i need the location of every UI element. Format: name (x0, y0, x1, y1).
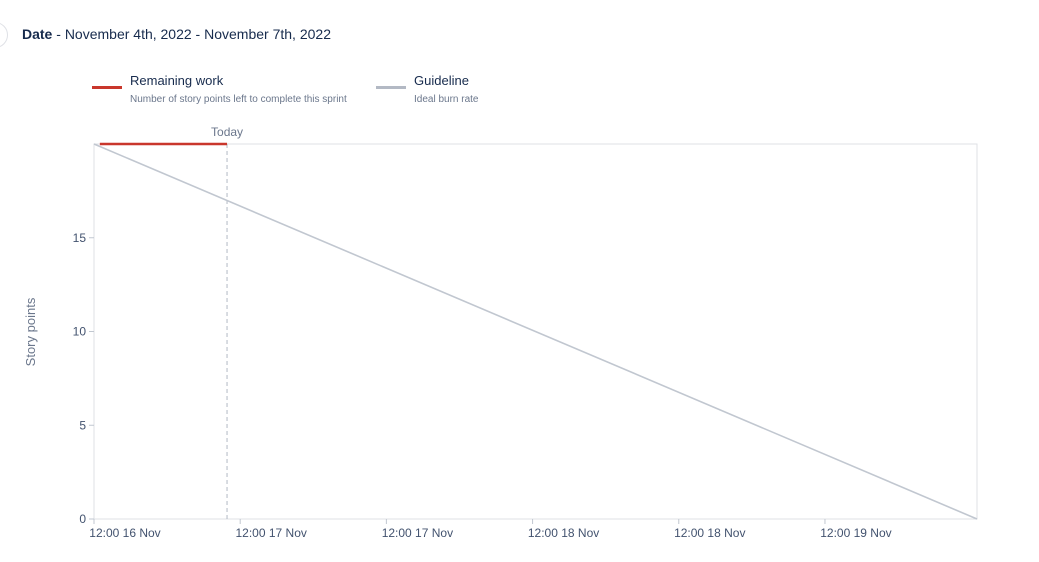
legend-swatch-remaining-work (92, 86, 122, 89)
x-tick-label: 12:00 19 Nov (820, 526, 891, 540)
date-end: November 7th, 2022 (204, 26, 331, 42)
legend-desc-guideline: Ideal burn rate (414, 94, 479, 105)
y-tick-label: 5 (79, 418, 86, 432)
x-tick-label: 12:00 17 Nov (235, 526, 306, 540)
y-axis-label: Story points (23, 297, 38, 366)
series-line-guideline (93, 143, 978, 520)
legend-title-remaining-work: Remaining work (130, 73, 224, 88)
date-separator: - (191, 26, 205, 42)
x-tick-label: 12:00 18 Nov (674, 526, 745, 540)
date-range-row: Date - November 4th, 2022 - November 7th… (22, 26, 331, 42)
x-tick-label: 12:00 17 Nov (382, 526, 453, 540)
today-marker: Today (211, 125, 243, 519)
y-tick-label: 0 (79, 512, 86, 526)
legend-title-guideline: Guideline (414, 73, 469, 88)
legend-swatch-guideline (376, 86, 406, 89)
y-tick-label: 10 (73, 325, 87, 339)
legend-desc-remaining-work: Number of story points left to complete … (130, 94, 347, 105)
date-separator: - (52, 26, 65, 42)
date-start: November 4th, 2022 (64, 26, 192, 42)
y-tick-label: 15 (73, 231, 87, 245)
x-tick-label: 12:00 16 Nov (89, 526, 160, 540)
series-layer (93, 142, 978, 520)
today-label: Today (211, 125, 243, 139)
date-label: Date (22, 26, 53, 42)
x-axis: 12:00 16 Nov 12:00 17 Nov 12:00 17 Nov 12:0… (89, 519, 892, 540)
x-tick-label: 12:00 18 Nov (528, 526, 599, 540)
y-axis: 0 5 10 15 (73, 231, 94, 526)
